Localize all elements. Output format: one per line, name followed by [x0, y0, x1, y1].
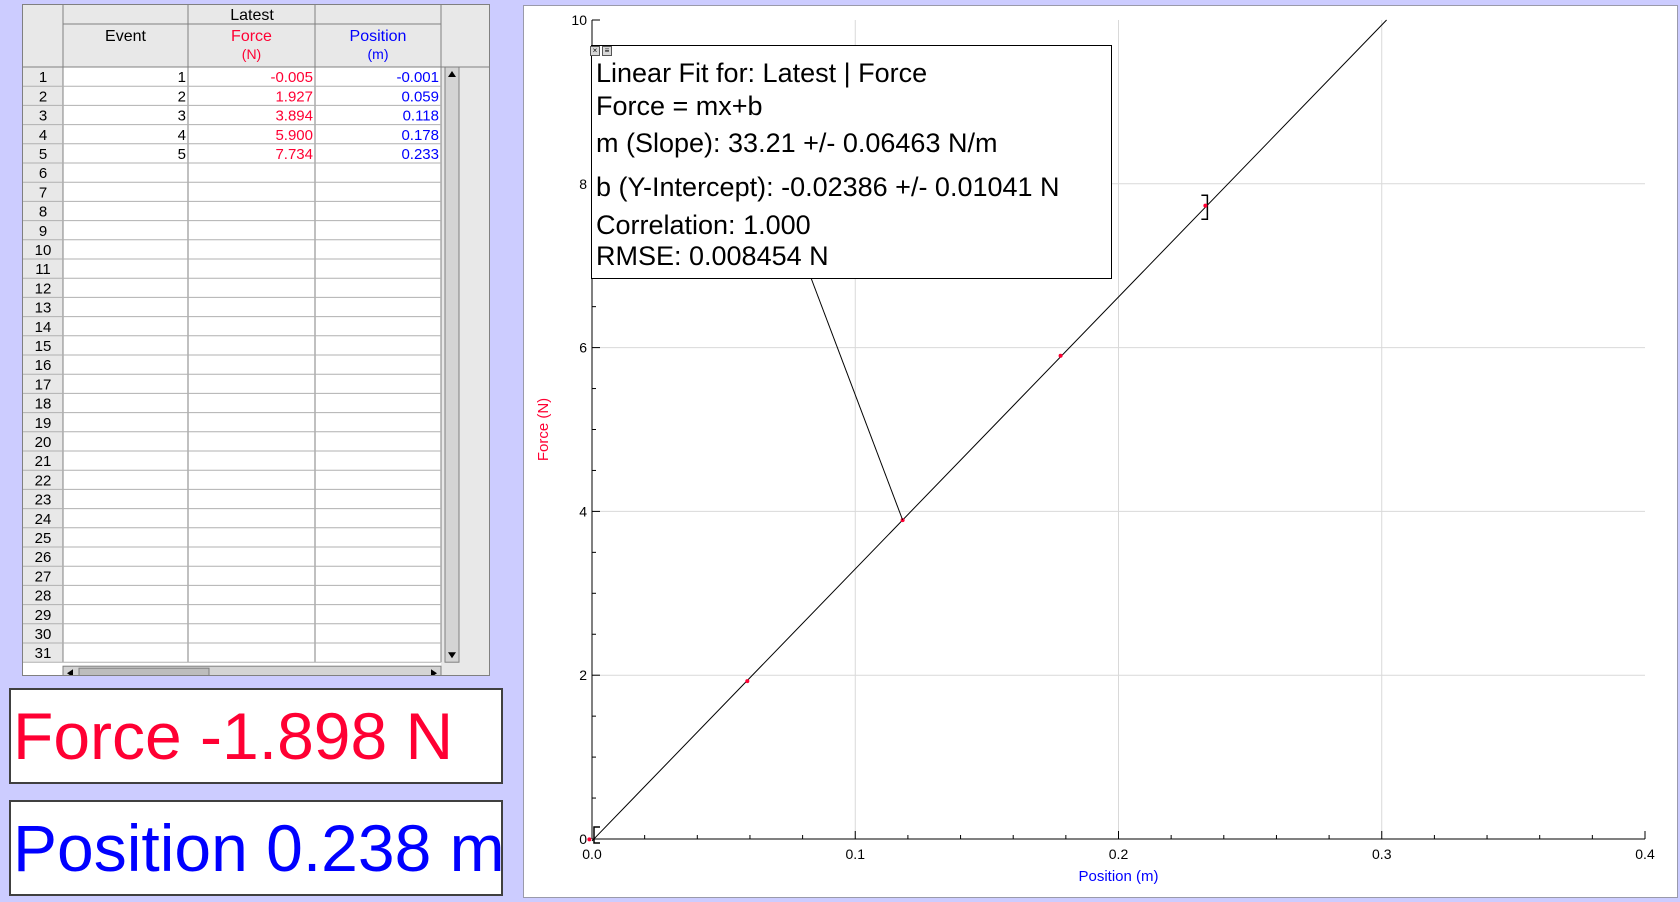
- data-table[interactable]: Latest Event Force (N) Position (m) 1 2 3 4 5 6 7 8 9 1…: [22, 4, 490, 676]
- force-meter[interactable]: Force -1.898 N: [9, 688, 503, 784]
- row-number: 16: [35, 357, 52, 374]
- row-number: 22: [35, 472, 52, 489]
- table-cell-force[interactable]: 1.927: [275, 88, 313, 105]
- table-cell-event[interactable]: 2: [178, 88, 186, 105]
- row-number: 20: [35, 434, 52, 451]
- row-number: 8: [39, 204, 47, 221]
- column-header-event: Event: [105, 28, 146, 45]
- row-number: 10: [35, 242, 52, 259]
- row-number: 14: [35, 319, 52, 336]
- row-number-column-bg: [23, 67, 63, 663]
- run-header-label: Latest: [230, 7, 274, 24]
- row-number: 28: [35, 588, 52, 605]
- row-number: 2: [39, 88, 47, 105]
- row-number: 6: [39, 165, 47, 182]
- row-number: 12: [35, 280, 52, 297]
- row-number: 11: [35, 261, 51, 278]
- data-point[interactable]: [745, 679, 750, 684]
- table-cell-position[interactable]: 0.233: [401, 146, 439, 163]
- row-number: 24: [35, 511, 52, 528]
- row-number: 31: [35, 645, 52, 662]
- column-unit-force: (N): [242, 46, 261, 62]
- table-cell-force[interactable]: 7.734: [275, 146, 313, 163]
- table-cell-event[interactable]: 4: [178, 127, 186, 144]
- fit-range-end-bracket[interactable]: [1201, 194, 1209, 220]
- row-number: 21: [35, 453, 52, 470]
- y-tick-label: 4: [579, 503, 587, 519]
- table-header-bg: [23, 5, 489, 67]
- row-number: 23: [35, 492, 52, 509]
- row-number: 25: [35, 530, 52, 547]
- fit-intercept: b (Y-Intercept): -0.02386 +/- 0.01041 N: [596, 172, 1060, 202]
- y-tick-label: 6: [579, 340, 587, 356]
- x-tick-label: 0.3: [1372, 846, 1392, 862]
- scroll-up-icon[interactable]: [448, 71, 456, 77]
- table-cell-event[interactable]: 1: [178, 69, 186, 86]
- x-tick-label: 0.4: [1635, 846, 1655, 862]
- table-cell-position[interactable]: -0.001: [396, 69, 439, 86]
- row-number: 7: [39, 184, 47, 201]
- row-number: 4: [39, 127, 47, 144]
- close-icon[interactable]: ×: [590, 46, 600, 56]
- fit-slope: m (Slope): 33.21 +/- 0.06463 N/m: [596, 128, 998, 158]
- row-number: 19: [35, 415, 52, 432]
- y-tick-label: 8: [579, 176, 587, 192]
- column-header-position: Position: [350, 28, 407, 45]
- data-point[interactable]: [1203, 203, 1208, 208]
- horizontal-scrollbar[interactable]: [62, 665, 442, 675]
- row-number: 17: [35, 376, 52, 393]
- table-cell-position[interactable]: 0.118: [403, 108, 439, 125]
- position-meter[interactable]: Position 0.238 m: [9, 800, 503, 896]
- table-cell-position[interactable]: 0.059: [401, 88, 439, 105]
- scroll-left-icon[interactable]: [67, 669, 73, 675]
- row-number: 27: [35, 568, 52, 585]
- data-point[interactable]: [587, 837, 592, 842]
- y-axis-label: Force (N): [535, 398, 552, 461]
- data-point[interactable]: [900, 518, 905, 523]
- row-number: 13: [35, 300, 52, 317]
- x-axis-label: Position (m): [1078, 868, 1158, 885]
- table-cell-event[interactable]: 5: [178, 146, 186, 163]
- row-number: 26: [35, 549, 52, 566]
- linear-fit-box[interactable]: × ≡ Linear Fit for: Latest | Force Force…: [590, 45, 1112, 279]
- y-tick-label: 2: [579, 667, 587, 683]
- table-cell-event[interactable]: 3: [178, 108, 186, 125]
- force-meter-readout: Force -1.898 N: [13, 699, 454, 773]
- row-number: 3: [39, 108, 47, 125]
- fit-callout-leader: [807, 269, 904, 521]
- scroll-down-icon[interactable]: [448, 652, 456, 659]
- fit-title: Linear Fit for: Latest | Force: [596, 58, 928, 88]
- row-number: 9: [39, 223, 47, 240]
- x-tick-label: 0.0: [582, 846, 602, 862]
- row-number: 15: [35, 338, 52, 355]
- vertical-scrollbar[interactable]: [444, 66, 460, 663]
- fit-equation: Force = mx+b: [596, 91, 763, 121]
- row-number: 5: [39, 146, 47, 163]
- row-number: 1: [39, 69, 47, 86]
- fit-rmse: RMSE: 0.008454 N: [596, 241, 829, 271]
- y-tick-label: 10: [571, 12, 587, 28]
- row-number: 18: [35, 396, 52, 413]
- options-icon[interactable]: ≡: [602, 46, 612, 56]
- position-meter-readout: Position 0.238 m: [13, 811, 503, 885]
- table-cell-force[interactable]: 3.894: [275, 108, 313, 125]
- horizontal-scroll-thumb[interactable]: [78, 667, 210, 675]
- fit-correlation: Correlation: 1.000: [596, 210, 811, 240]
- column-header-force: Force: [231, 28, 272, 45]
- table-cell-position[interactable]: 0.178: [401, 127, 439, 144]
- fit-range-start-bracket[interactable]: [593, 826, 600, 844]
- table-cell-force[interactable]: -0.005: [270, 69, 313, 86]
- force-position-graph[interactable]: 0.0 0.1 0.2 0.3 0.4 0 2 4 6 8 10 Position (m) Force …: [524, 6, 1677, 897]
- x-tick-label: 0.2: [1109, 846, 1129, 862]
- table-cell-force[interactable]: 5.900: [275, 127, 313, 144]
- row-number: 30: [35, 626, 52, 643]
- x-tick-label: 0.1: [846, 846, 866, 862]
- scroll-right-icon[interactable]: [431, 669, 437, 675]
- y-tick-label: 0: [579, 831, 587, 847]
- row-number: 29: [35, 607, 52, 624]
- linear-fit-line: [591, 19, 1387, 842]
- data-point[interactable]: [1058, 353, 1063, 358]
- column-unit-position: (m): [368, 46, 389, 62]
